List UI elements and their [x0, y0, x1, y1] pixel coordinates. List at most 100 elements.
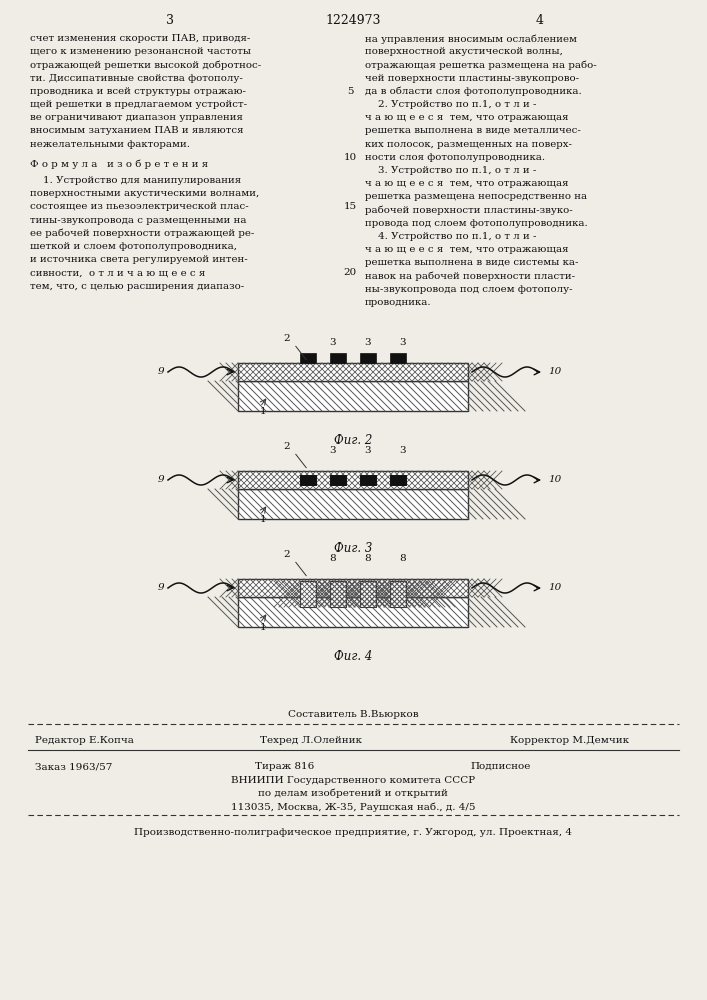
Text: 8: 8	[399, 554, 407, 563]
Text: щей решетки в предлагаемом устройст-: щей решетки в предлагаемом устройст-	[30, 100, 247, 109]
Text: 3: 3	[166, 14, 174, 27]
Bar	[360, 475, 376, 485]
Text: 8: 8	[365, 554, 371, 563]
Text: Редактор Е.Копча: Редактор Е.Копча	[35, 736, 134, 745]
Text: Подписное: Подписное	[470, 762, 530, 771]
Text: ве ограничивают диапазон управления: ве ограничивают диапазон управления	[30, 113, 243, 122]
Text: поверхностной акустической волны,: поверхностной акустической волны,	[365, 47, 563, 56]
Text: ВНИИПИ Государственного комитета СССР: ВНИИПИ Государственного комитета СССР	[231, 776, 475, 785]
Text: Заказ 1963/57: Заказ 1963/57	[35, 762, 112, 771]
Bar	[390, 475, 406, 485]
Text: Техред Л.Олейник: Техред Л.Олейник	[260, 736, 362, 745]
Bar	[300, 475, 316, 485]
Bar	[300, 475, 316, 485]
Text: 10: 10	[548, 476, 561, 485]
Text: 9: 9	[158, 367, 164, 376]
Text: 3: 3	[365, 338, 371, 347]
Text: провода под слоем фотополупроводника.: провода под слоем фотополупроводника.	[365, 219, 588, 228]
Text: Фиг. 3: Фиг. 3	[334, 542, 372, 555]
Bar	[300, 353, 316, 363]
Text: 1: 1	[260, 407, 267, 416]
Text: 10: 10	[344, 153, 356, 162]
Text: решетка выполнена в виде металличес-: решетка выполнена в виде металличес-	[365, 126, 581, 135]
Text: ее рабочей поверхности отражающей ре-: ее рабочей поверхности отражающей ре-	[30, 229, 255, 238]
Text: нежелательными факторами.: нежелательными факторами.	[30, 140, 190, 149]
Bar	[238, 579, 468, 597]
Text: ны-звукопровода под слоем фотополу-: ны-звукопровода под слоем фотополу-	[365, 285, 573, 294]
Bar	[360, 475, 376, 485]
Text: 5: 5	[346, 87, 354, 96]
Bar	[330, 475, 346, 485]
Text: 2: 2	[284, 442, 290, 451]
Text: Фиг. 2: Фиг. 2	[334, 434, 372, 447]
Text: 3: 3	[329, 446, 337, 455]
Text: Составитель В.Вьюрков: Составитель В.Вьюрков	[288, 710, 419, 719]
Text: 1: 1	[260, 623, 267, 632]
Text: навок на рабочей поверхности пласти-: навок на рабочей поверхности пласти-	[365, 272, 575, 281]
Text: чей поверхности пластины-звукопрово-: чей поверхности пластины-звукопрово-	[365, 74, 579, 83]
Text: 15: 15	[344, 202, 356, 211]
Text: по делам изобретений и открытий: по делам изобретений и открытий	[258, 789, 448, 798]
Text: проводника и всей структуры отражаю-: проводника и всей структуры отражаю-	[30, 87, 246, 96]
Text: решетка выполнена в виде системы ка-: решетка выполнена в виде системы ка-	[365, 258, 578, 267]
Text: 2: 2	[284, 550, 290, 559]
Text: 9: 9	[158, 584, 164, 592]
Text: решетка размещена непосредственно на: решетка размещена непосредственно на	[365, 192, 587, 201]
Bar	[390, 581, 406, 607]
Bar	[238, 489, 468, 519]
Text: 8: 8	[329, 554, 337, 563]
Text: ч а ю щ е е с я  тем, что отражающая: ч а ю щ е е с я тем, что отражающая	[365, 113, 568, 122]
Bar	[390, 353, 406, 363]
Text: сивности,  о т л и ч а ю щ е е с я: сивности, о т л и ч а ю щ е е с я	[30, 268, 205, 277]
Text: Производственно-полиграфическое предприятие, г. Ужгород, ул. Проектная, 4: Производственно-полиграфическое предприя…	[134, 828, 572, 837]
Text: 3: 3	[399, 338, 407, 347]
Text: 1: 1	[260, 515, 267, 524]
Text: тины-звукопровода с размещенными на: тины-звукопровода с размещенными на	[30, 216, 247, 225]
Text: ч а ю щ е е с я  тем, что отражающая: ч а ю щ е е с я тем, что отражающая	[365, 179, 568, 188]
Text: Фиг. 4: Фиг. 4	[334, 650, 372, 663]
Text: 1224973: 1224973	[325, 14, 381, 27]
Text: отражающая решетка размещена на рабо-: отражающая решетка размещена на рабо-	[365, 60, 597, 70]
Text: 2. Устройство по п.1, о т л и -: 2. Устройство по п.1, о т л и -	[365, 100, 537, 109]
Bar	[330, 353, 346, 363]
Text: 4: 4	[536, 14, 544, 27]
Bar	[390, 475, 406, 485]
Text: тем, что, с целью расширения диапазо-: тем, что, с целью расширения диапазо-	[30, 282, 244, 291]
Text: вносимым затуханием ПАВ и являются: вносимым затуханием ПАВ и являются	[30, 126, 243, 135]
Text: 3: 3	[399, 446, 407, 455]
Text: поверхностными акустическими волнами,: поверхностными акустическими волнами,	[30, 189, 259, 198]
Text: щего к изменению резонансной частоты: щего к изменению резонансной частоты	[30, 47, 251, 56]
Text: на управления вносимым ослаблением: на управления вносимым ослаблением	[365, 34, 577, 43]
Text: да в области слоя фотополупроводника.: да в области слоя фотополупроводника.	[365, 87, 582, 96]
Text: и источника света регулируемой интен-: и источника света регулируемой интен-	[30, 255, 247, 264]
Bar	[360, 581, 376, 607]
Text: 3: 3	[329, 338, 337, 347]
Text: шеткой и слоем фотополупроводника,: шеткой и слоем фотополупроводника,	[30, 242, 237, 251]
Text: 1. Устройство для манипулирования: 1. Устройство для манипулирования	[30, 176, 241, 185]
Bar	[330, 581, 346, 607]
Text: ких полосок, размещенных на поверх-: ких полосок, размещенных на поверх-	[365, 140, 572, 149]
Text: рабочей поверхности пластины-звуко-: рабочей поверхности пластины-звуко-	[365, 206, 573, 215]
Text: 4. Устройство по п.1, о т л и -: 4. Устройство по п.1, о т л и -	[365, 232, 537, 241]
Text: 10: 10	[548, 367, 561, 376]
Bar	[300, 581, 316, 607]
Text: Тираж 816: Тираж 816	[255, 762, 314, 771]
Bar	[360, 353, 376, 363]
Text: ч а ю щ е е с я  тем, что отражающая: ч а ю щ е е с я тем, что отражающая	[365, 245, 568, 254]
Text: проводника.: проводника.	[365, 298, 432, 307]
Text: 9: 9	[158, 476, 164, 485]
Bar	[238, 597, 468, 627]
Text: Корректор М.Демчик: Корректор М.Демчик	[510, 736, 629, 745]
Text: 10: 10	[548, 584, 561, 592]
Text: 2: 2	[284, 334, 290, 343]
Text: 113035, Москва, Ж-35, Раушская наб., д. 4/5: 113035, Москва, Ж-35, Раушская наб., д. …	[230, 802, 475, 812]
Text: состоящее из пьезоэлектрической плас-: состоящее из пьезоэлектрической плас-	[30, 202, 249, 211]
Text: счет изменения скорости ПАВ, приводя-: счет изменения скорости ПАВ, приводя-	[30, 34, 250, 43]
Text: 3. Устройство по п.1, о т л и -: 3. Устройство по п.1, о т л и -	[365, 166, 537, 175]
Bar	[238, 363, 468, 381]
Text: отражающей решетки высокой добротнос-: отражающей решетки высокой добротнос-	[30, 60, 262, 70]
Text: ности слоя фотополупроводника.: ности слоя фотополупроводника.	[365, 153, 545, 162]
Text: Ф о р м у л а   и з о б р е т е н и я: Ф о р м у л а и з о б р е т е н и я	[30, 160, 208, 169]
Bar	[330, 475, 346, 485]
Text: 20: 20	[344, 268, 356, 277]
